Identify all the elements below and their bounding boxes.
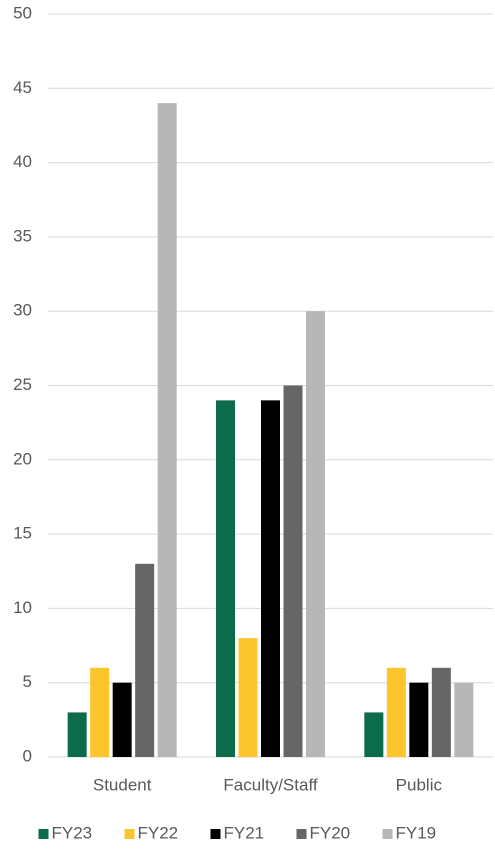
- legend-swatch: [382, 829, 393, 839]
- bar: [90, 667, 110, 757]
- legend-swatch: [38, 829, 49, 839]
- bar: [216, 400, 235, 757]
- y-tick-label: 30: [13, 301, 32, 320]
- bar: [261, 400, 280, 757]
- y-tick-label: 5: [23, 672, 32, 691]
- bar: [157, 103, 177, 757]
- legend-swatch: [210, 829, 221, 839]
- bar: [135, 563, 155, 757]
- bar: [67, 712, 87, 757]
- bar: [386, 667, 406, 757]
- bar: [112, 682, 132, 757]
- y-tick-label: 20: [13, 449, 32, 468]
- legend-label: FY19: [396, 823, 437, 842]
- legend-label: FY21: [224, 823, 265, 842]
- x-tick-label: Public: [396, 775, 443, 794]
- y-tick-label: 40: [13, 152, 32, 171]
- x-tick-label: Faculty/Staff: [223, 775, 317, 794]
- legend-swatch: [124, 829, 135, 839]
- legend-label: FY23: [52, 823, 93, 842]
- y-tick-label: 50: [13, 3, 32, 22]
- y-tick-label: 15: [13, 524, 32, 543]
- x-tick-label: Student: [93, 775, 152, 794]
- bar: [454, 682, 474, 757]
- y-tick-label: 25: [13, 375, 32, 394]
- bar: [238, 638, 258, 757]
- bar: [306, 311, 325, 757]
- y-tick-label: 35: [13, 226, 32, 245]
- bar: [364, 712, 384, 757]
- y-tick-label: 45: [13, 78, 32, 97]
- legend-label: FY22: [138, 823, 179, 842]
- legend-swatch: [296, 829, 307, 839]
- y-tick-label: 10: [13, 598, 32, 617]
- bar: [431, 667, 451, 757]
- y-tick-label: 0: [23, 746, 32, 765]
- bar: [409, 682, 429, 757]
- legend-label: FY20: [310, 823, 351, 842]
- bar: [283, 385, 303, 757]
